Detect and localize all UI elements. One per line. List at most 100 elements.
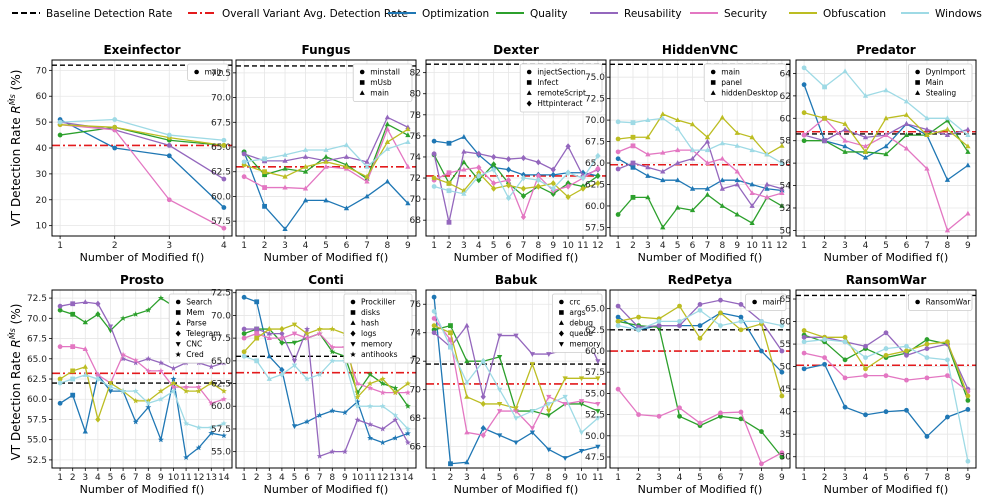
data-point-windows xyxy=(704,147,711,153)
y-tick-label: 65.0 xyxy=(585,159,605,169)
x-tick-label: 2 xyxy=(112,241,118,251)
data-point-security xyxy=(364,178,370,184)
data-point-security xyxy=(842,137,848,143)
data-point-optimization xyxy=(254,299,260,305)
data-point-reusability xyxy=(341,448,348,455)
marker-legend-symbol xyxy=(915,69,920,75)
x-tick-label: 3 xyxy=(166,241,172,251)
data-point-obfuscation xyxy=(550,180,556,187)
data-point-security xyxy=(166,197,172,203)
legend-entry-obfuscation: Obfuscation xyxy=(789,8,886,20)
y-tick-label: 70 xyxy=(36,66,48,76)
panel-title: HiddenVNC xyxy=(662,43,738,57)
marker-legend-symbol xyxy=(350,320,356,325)
data-point-optimization xyxy=(615,314,621,320)
data-point-security xyxy=(157,367,164,374)
data-point-reusability xyxy=(431,151,437,157)
data-point-obfuscation xyxy=(704,134,711,140)
data-point-obfuscation xyxy=(529,362,536,367)
data-point-windows xyxy=(903,98,910,104)
data-point-obfuscation xyxy=(464,393,470,399)
data-point-reusability xyxy=(392,416,399,423)
x-tick-label: 8 xyxy=(759,473,765,483)
panel-fungus: 57.5 60.0 62.5 65.0 67.5 70.0 72.5 1 2 3 4 5 6 7 8 9 Fun… xyxy=(211,43,417,264)
row2-ylabel: VT Detection Rate RM̂s (%) xyxy=(7,304,23,461)
marker-legend-label: main xyxy=(370,89,389,98)
data-point-reusability xyxy=(697,302,703,307)
x-tick-label: 2 xyxy=(446,241,452,251)
data-point-security xyxy=(965,210,971,216)
data-point-quality xyxy=(461,159,467,165)
data-point-obfuscation xyxy=(595,180,601,187)
data-point-windows xyxy=(221,137,227,143)
marker-legend-label: hash xyxy=(361,319,379,328)
y-tick-label: 70.0 xyxy=(211,311,231,321)
data-point-quality xyxy=(279,339,285,346)
data-point-optimization xyxy=(82,428,88,434)
data-point-security xyxy=(615,149,621,155)
data-point-obfuscation xyxy=(822,115,827,121)
data-point-obfuscation xyxy=(316,325,323,332)
data-point-quality xyxy=(615,212,621,217)
marker-legend-label: minstall xyxy=(370,68,400,77)
data-point-obfuscation xyxy=(580,185,586,192)
x-tick-label: 5 xyxy=(108,473,114,483)
data-point-reusability xyxy=(677,323,682,328)
data-point-optimization xyxy=(842,404,848,410)
x-tick-label: 14 xyxy=(402,473,414,483)
marker-legend-box xyxy=(519,63,603,113)
data-point-windows xyxy=(529,409,536,414)
marker-legend-symbol xyxy=(175,299,181,305)
series-line-security xyxy=(60,124,225,229)
data-point-security xyxy=(779,190,785,195)
y-tick-label: 40 xyxy=(36,144,48,154)
data-point-optimization xyxy=(496,433,503,439)
data-point-windows xyxy=(241,159,247,165)
y-tick-label: 45 xyxy=(780,385,791,395)
x-tick-label: 6 xyxy=(120,473,126,483)
data-point-reusability xyxy=(924,346,930,351)
data-point-windows xyxy=(241,353,247,359)
data-point-quality xyxy=(57,132,63,138)
x-tick-label: 3 xyxy=(645,241,651,251)
marker-legend-symbol xyxy=(526,90,532,95)
y-tick-label: 50.0 xyxy=(585,432,605,442)
data-point-optimization xyxy=(965,407,971,412)
y-tick-label: 30 xyxy=(36,170,48,180)
x-axis-label: Number of Modified f() xyxy=(638,483,763,496)
x-tick-label: 11 xyxy=(761,241,772,251)
data-point-reusability xyxy=(645,164,651,170)
data-point-optimization xyxy=(221,205,227,210)
series-obfuscation xyxy=(241,322,411,400)
data-point-windows xyxy=(764,151,770,157)
data-point-windows xyxy=(183,420,190,427)
data-point-reusability xyxy=(316,453,323,459)
data-point-obfuscation xyxy=(107,381,114,386)
data-point-windows xyxy=(170,388,177,394)
x-tick-label: 1 xyxy=(241,473,247,483)
data-point-optimization xyxy=(431,138,437,144)
x-tick-label: 12 xyxy=(592,241,603,251)
x-tick-label: 5 xyxy=(491,241,497,251)
data-point-obfuscation xyxy=(343,163,350,169)
data-point-obfuscation xyxy=(57,376,63,382)
data-point-obfuscation xyxy=(801,328,807,333)
data-point-reusability xyxy=(70,301,76,307)
x-tick-label: 3 xyxy=(656,473,662,483)
x-tick-label: 13 xyxy=(390,473,401,483)
data-point-windows xyxy=(279,371,285,378)
data-point-optimization xyxy=(883,143,889,149)
data-point-security xyxy=(282,184,288,190)
marker-legend-label: memory xyxy=(361,340,393,349)
x-tick-label: 3 xyxy=(842,473,848,483)
y-tick-label: 54 xyxy=(780,182,792,192)
data-point-reusability xyxy=(404,439,411,446)
data-point-obfuscation xyxy=(734,130,740,135)
data-point-windows xyxy=(689,147,696,153)
x-tick-label: 2 xyxy=(448,473,454,483)
data-point-windows xyxy=(505,194,512,202)
data-point-security xyxy=(379,389,386,396)
data-point-security xyxy=(677,405,682,411)
data-point-security xyxy=(448,337,453,343)
data-point-security xyxy=(546,394,552,400)
